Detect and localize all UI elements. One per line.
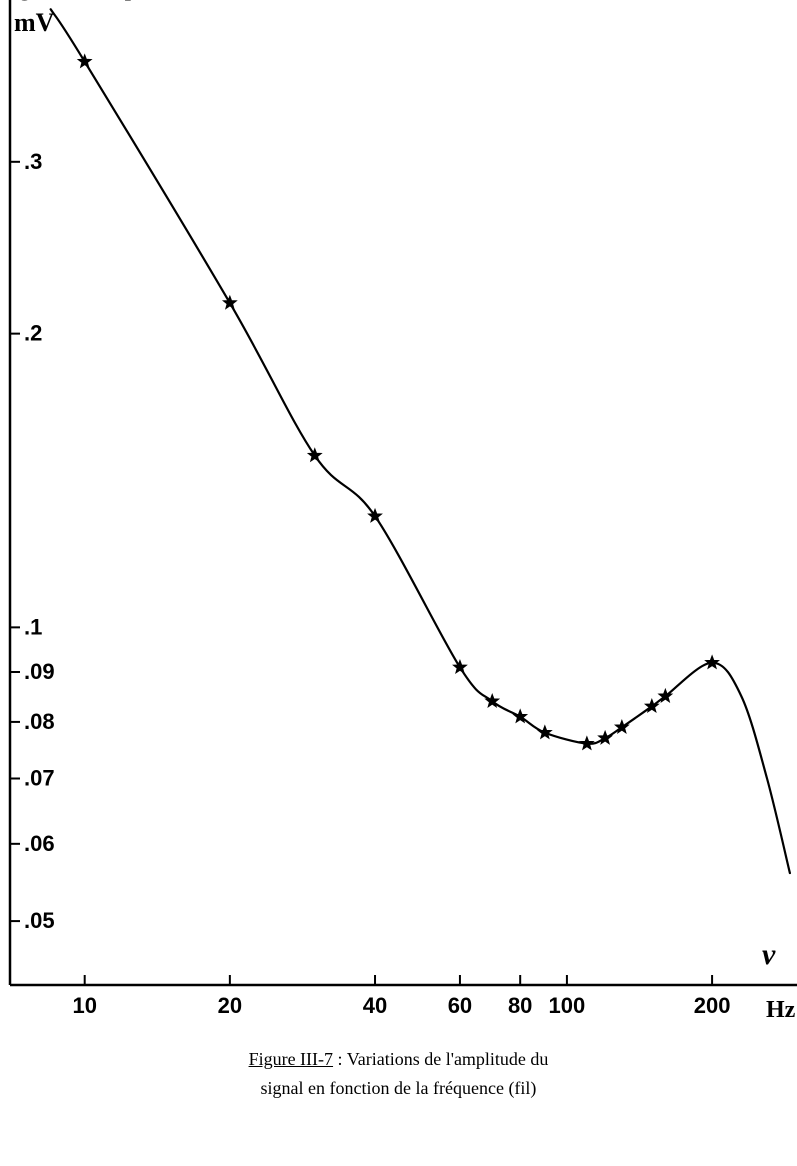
data-point-star (706, 656, 719, 668)
x-tick-label: 200 (694, 993, 731, 1018)
x-tick-label: 20 (218, 993, 242, 1018)
y-tick-label: .3 (24, 149, 42, 174)
y-tick-label: .1 (24, 614, 42, 639)
data-point-star (538, 726, 551, 738)
data-point-star (453, 660, 466, 672)
data-curve (51, 9, 790, 873)
y-tick-label: .07 (24, 766, 55, 791)
data-point-star (78, 55, 91, 67)
x-tick-label: 80 (508, 993, 532, 1018)
x-tick-label: 10 (72, 993, 96, 1018)
figure-caption: Figure III-7 : Variations de l'amplitude… (0, 1045, 797, 1103)
data-point-star (223, 296, 236, 308)
y-tick-label: .08 (24, 709, 55, 734)
y-tick-label: .05 (24, 908, 55, 933)
caption-line1-rest: : Variations de l'amplitude du (333, 1049, 548, 1069)
y-tick-label: .09 (24, 659, 55, 684)
x-tick-label: 40 (363, 993, 387, 1018)
chart-plot: .05 .06 .07 .08 .09 .1 .2 .3 10 20 40 60 80 100 200 (0, 0, 797, 1030)
y-tick-label: .2 (24, 321, 42, 346)
x-tick-label: 60 (448, 993, 472, 1018)
data-point-star (580, 737, 593, 749)
x-tick-label: 100 (549, 993, 586, 1018)
caption-line2: signal en fonction de la fréquence (fil) (0, 1074, 797, 1103)
y-tick-label: .06 (24, 831, 55, 856)
figure-number: Figure III-7 (249, 1049, 333, 1069)
